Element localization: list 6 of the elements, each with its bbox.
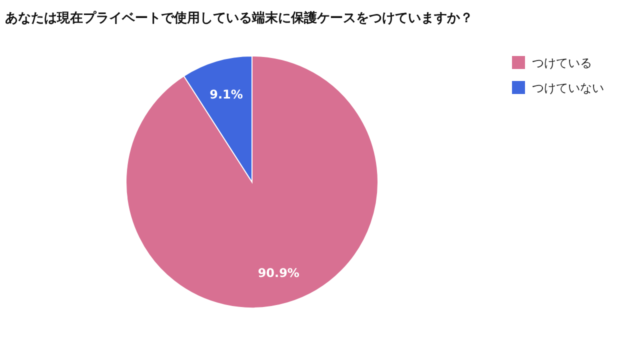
legend-label: つけていない [532, 81, 604, 95]
pie-slice [126, 56, 378, 308]
legend-label: つけている [532, 56, 592, 70]
data-label: 90.9% [258, 266, 300, 280]
data-label: 9.1% [210, 88, 243, 102]
chart-title: あなたは現在プライベートで使用している端末に保護ケースをつけていますか？ [5, 10, 473, 26]
